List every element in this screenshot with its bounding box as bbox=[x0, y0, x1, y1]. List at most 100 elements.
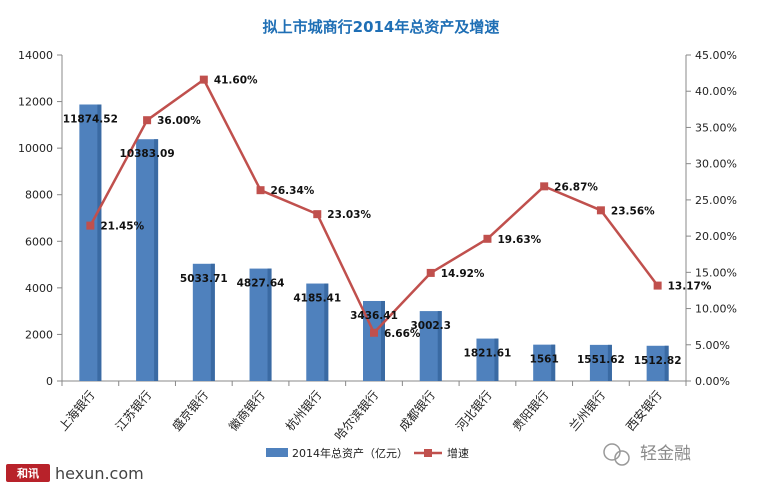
bar-徽商银行 bbox=[249, 268, 272, 381]
bar-shade bbox=[607, 344, 612, 381]
bar-shade bbox=[97, 104, 102, 381]
hexun-site-text: hexun.com bbox=[55, 464, 144, 483]
bar-shade bbox=[551, 344, 556, 381]
brand-watermark: 轻金融 bbox=[603, 443, 691, 466]
bar-杭州银行 bbox=[306, 283, 329, 381]
growth-value-label: 41.60% bbox=[214, 75, 258, 87]
y-right-tick-label: 35.00% bbox=[695, 121, 737, 134]
y-right-tick-label: 0.00% bbox=[695, 375, 730, 388]
bar-兰州银行 bbox=[589, 344, 612, 381]
bar-贵阳银行 bbox=[533, 344, 556, 381]
x-tick-label: 西安银行 bbox=[623, 387, 665, 433]
hexun-watermark: 和讯 hexun.com bbox=[6, 464, 144, 483]
growth-value-label: 26.34% bbox=[271, 185, 315, 197]
x-tick-label: 江苏银行 bbox=[113, 388, 155, 434]
x-tick-label: 成都银行 bbox=[396, 388, 438, 434]
growth-marker-徽商银行 bbox=[256, 186, 265, 195]
bar-shade bbox=[210, 263, 215, 381]
bar-series bbox=[79, 104, 669, 381]
bar-value-label: 5033.71 bbox=[180, 273, 228, 285]
bar-value-label: 1561 bbox=[530, 354, 559, 366]
y-left-tick-label: 14000 bbox=[18, 49, 53, 62]
bar-value-label: 4185.41 bbox=[293, 293, 341, 305]
hexun-logo-text: 和讯 bbox=[17, 466, 39, 480]
legend: 2014年总资产（亿元） 增速 bbox=[266, 446, 469, 460]
y-left-tick-label: 12000 bbox=[18, 96, 53, 109]
growth-value-label: 14.92% bbox=[441, 268, 485, 280]
bar-西安银行 bbox=[646, 345, 669, 381]
x-tick-label: 上海银行 bbox=[55, 387, 97, 433]
y-right-tick-label: 30.00% bbox=[695, 158, 737, 171]
bar-成都银行 bbox=[419, 311, 442, 381]
y-left-tick-label: 4000 bbox=[25, 282, 53, 295]
axes: 0 2000 4000 6000 8000 10000 12000 14000 0.00% 5.0… bbox=[18, 49, 737, 388]
bar-shade bbox=[494, 338, 499, 381]
bar-江苏银行 bbox=[136, 139, 159, 381]
growth-value-label: 26.87% bbox=[554, 181, 598, 193]
x-tick-labels: 上海银行 江苏银行 盛京银行 徽商银行 杭州银行 哈尔滨银行 成都银行 河北银行 贵阳银行 兰州银… bbox=[55, 387, 665, 443]
x-tick-label: 杭州银行 bbox=[282, 387, 324, 433]
bar-shade bbox=[381, 300, 385, 381]
growth-marker-河北银行 bbox=[483, 234, 492, 243]
bar-shade bbox=[267, 268, 272, 381]
x-tick-label: 哈尔滨银行 bbox=[331, 387, 381, 443]
y-right-tick-label: 25.00% bbox=[695, 194, 737, 207]
bar-shade bbox=[664, 345, 669, 381]
growth-marker-哈尔滨银行 bbox=[370, 328, 378, 337]
y-left-tick-label: 8000 bbox=[25, 189, 53, 202]
data-labels: 11874.52 10383.09 5033.71 4827.64 4185.41 343… bbox=[63, 75, 712, 367]
wechat-icon-small bbox=[614, 450, 630, 466]
growth-value-label: 36.00% bbox=[157, 115, 201, 127]
growth-marker-贵阳银行 bbox=[540, 182, 549, 191]
y-right-tick-label: 20.00% bbox=[695, 230, 737, 243]
growth-marker-西安银行 bbox=[653, 281, 662, 290]
bar-盛京银行 bbox=[192, 263, 215, 381]
growth-marker-上海银行 bbox=[86, 221, 95, 230]
y-right-tick-label: 5.00% bbox=[695, 339, 730, 352]
brand-text: 轻金融 bbox=[640, 444, 691, 464]
x-tick-label: 兰州银行 bbox=[567, 388, 609, 434]
legend-line-label: 增速 bbox=[447, 446, 469, 460]
legend-bar-label: 2014年总资产（亿元） bbox=[292, 446, 408, 460]
growth-value-label: 23.56% bbox=[611, 205, 655, 217]
bar-value-label: 4827.64 bbox=[237, 278, 285, 290]
bar-shade bbox=[437, 311, 442, 381]
growth-value-label: 6.66% bbox=[384, 328, 421, 340]
x-tick-label: 河北银行 bbox=[453, 388, 495, 434]
bar-value-label: 3002.3 bbox=[410, 320, 451, 332]
legend-bar-swatch bbox=[266, 448, 288, 457]
bar-value-label: 1551.62 bbox=[577, 354, 625, 366]
x-tick-label: 徽商银行 bbox=[225, 387, 267, 433]
y-right-tick-label: 45.00% bbox=[695, 49, 737, 62]
y-left-tick-label: 10000 bbox=[18, 142, 53, 155]
y-left-tick-label: 0 bbox=[46, 375, 53, 388]
growth-value-label: 13.17% bbox=[668, 281, 712, 293]
growth-value-label: 21.45% bbox=[100, 221, 144, 233]
line-series bbox=[86, 75, 662, 337]
bar-value-label: 11874.52 bbox=[63, 113, 118, 125]
bar-shade bbox=[154, 139, 159, 381]
growth-marker-盛京银行 bbox=[199, 75, 208, 84]
chart-title: 拟上市城商行2014年总资产及增速 bbox=[263, 18, 500, 36]
growth-marker-杭州银行 bbox=[313, 210, 322, 219]
x-tick-label: 盛京银行 bbox=[169, 387, 211, 433]
bar-value-label: 3436.41 bbox=[350, 310, 398, 322]
y-right-tick-label: 10.00% bbox=[695, 303, 737, 316]
y-right-tick-label: 40.00% bbox=[695, 85, 737, 98]
bar-value-label: 1512.82 bbox=[634, 355, 682, 367]
growth-marker-江苏银行 bbox=[143, 116, 152, 125]
hexun-logo-box bbox=[6, 464, 50, 482]
growth-marker-成都银行 bbox=[426, 268, 435, 277]
growth-value-label: 19.63% bbox=[497, 234, 541, 246]
bar-上海银行 bbox=[79, 104, 102, 381]
legend-line-marker bbox=[424, 449, 432, 457]
bar-value-label: 10383.09 bbox=[120, 148, 175, 160]
bar-value-label: 1821.61 bbox=[464, 348, 512, 360]
y-right-tick-label: 15.00% bbox=[695, 266, 737, 279]
y-left-tick-label: 6000 bbox=[25, 235, 53, 248]
growth-value-label: 23.03% bbox=[327, 209, 371, 221]
y-left-tick-label: 2000 bbox=[25, 328, 53, 341]
bar-河北银行 bbox=[476, 338, 499, 381]
bar-shade bbox=[324, 283, 329, 381]
